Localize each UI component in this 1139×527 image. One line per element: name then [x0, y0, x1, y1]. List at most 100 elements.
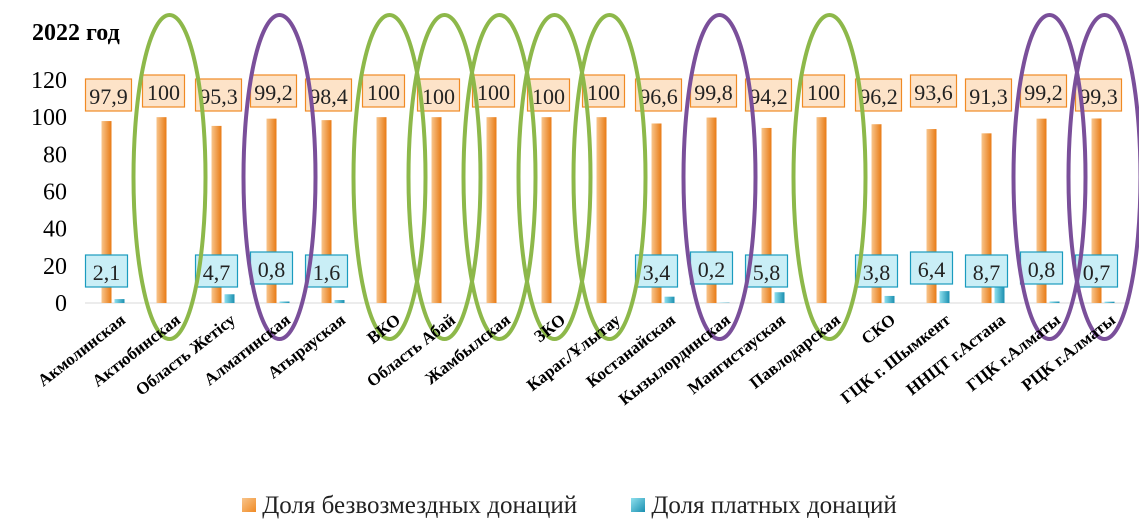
data-label-free: 99,8 [689, 74, 738, 108]
data-label-free-text: 100 [367, 80, 400, 105]
data-label-paid-box [689, 251, 734, 285]
data-label-free-text: 100 [422, 84, 455, 109]
annotation-ellipse-green [516, 13, 593, 341]
annotation-ellipse-green [131, 13, 208, 341]
annotation-ellipse-green [406, 13, 483, 341]
chart-title: 2022 год [32, 20, 120, 46]
bar-free [871, 124, 882, 303]
bar-free [761, 127, 772, 303]
data-label-free: 100 [471, 74, 516, 108]
data-label-free-text: 91,3 [969, 84, 1008, 109]
data-label-paid-text: 2,1 [93, 260, 121, 285]
data-label-free: 99,2 [249, 74, 298, 108]
data-label-paid: 3,4 [634, 254, 679, 288]
data-label-paid-text: 6,4 [918, 257, 946, 282]
bar-free [1091, 118, 1102, 303]
legend-swatch-paid [631, 498, 646, 513]
data-label-paid: 4,7 [194, 254, 239, 288]
y-tick-label: 100 [31, 105, 67, 131]
data-label-paid-box [304, 254, 349, 288]
data-label-paid-text: 0,8 [1028, 257, 1056, 282]
data-label-paid-box [909, 251, 954, 285]
bar-free [1036, 118, 1047, 303]
legend-item-free: Доля безвозмездных донаций [242, 492, 577, 520]
data-label-paid: 0,7 [1074, 254, 1119, 288]
bar-free [981, 133, 992, 303]
data-label-free-text: 98,4 [309, 84, 348, 109]
data-label-paid: 0,8 [1019, 251, 1064, 285]
data-label-free-text: 96,2 [859, 84, 898, 109]
annotation-ellipse-green [351, 13, 428, 341]
data-label-free: 100 [361, 74, 406, 108]
data-label-paid-text: 3,8 [863, 260, 891, 285]
data-label-paid-text: 0,2 [698, 257, 726, 282]
data-label-free-text: 94,2 [749, 84, 788, 109]
data-label-free: 100 [801, 74, 846, 108]
annotation-ellipse-green [791, 13, 868, 341]
y-tick-label: 20 [43, 254, 67, 280]
bar-free [706, 117, 717, 303]
bar-paid [224, 294, 235, 303]
data-label-free-box [526, 78, 571, 112]
y-tick-label: 40 [43, 217, 67, 243]
bar-chart: 0 20 40 60 80 100 120 97,9 2,1 100 95,3 4,7 99,2 0,8 9… [31, 13, 1139, 409]
legend-swatch-free [242, 498, 257, 513]
data-label-free-text: 97,9 [89, 84, 128, 109]
bar-free [266, 118, 277, 303]
legend-label-paid: Доля платных донаций [651, 492, 897, 519]
annotation-ellipse-purple [681, 13, 758, 341]
data-label-free-box [416, 78, 461, 112]
data-label-paid: 5,8 [744, 254, 789, 288]
bar-paid [774, 292, 785, 303]
bar-paid [994, 286, 1005, 303]
data-label-free: 99,2 [1019, 74, 1068, 108]
annotation-ellipse-purple [1011, 13, 1088, 341]
data-label-free-box [964, 78, 1013, 112]
data-label-free: 97,9 [84, 78, 133, 112]
data-label-free: 91,3 [964, 78, 1013, 112]
data-label-paid-text: 5,8 [753, 260, 781, 285]
bar-free [156, 117, 167, 304]
data-label-free-text: 100 [807, 80, 840, 105]
bar-paid [334, 300, 345, 303]
data-label-paid: 8,7 [964, 254, 1009, 288]
legend-item-paid: Доля платных донаций [631, 492, 897, 520]
y-tick-label: 60 [43, 180, 67, 206]
bar-paid [664, 296, 675, 303]
data-label-free-text: 99,3 [1079, 84, 1118, 109]
data-label-free-text: 100 [477, 80, 510, 105]
bar-free [596, 117, 607, 304]
x-tick-label: ННЦТ г.Астана [903, 310, 1010, 399]
data-label-free-text: 99,2 [1024, 80, 1063, 105]
data-label-paid-text: 4,7 [203, 260, 231, 285]
bar-free [816, 117, 827, 304]
data-label-paid: 6,4 [909, 251, 954, 285]
data-label-free: 100 [416, 78, 461, 112]
bar-paid [884, 295, 895, 303]
data-label-free-text: 100 [147, 80, 180, 105]
data-label-free-text: 95,3 [199, 84, 238, 109]
data-label-free-box [84, 78, 133, 112]
data-label-paid: 1,6 [304, 254, 349, 288]
data-label-paid: 2,1 [84, 254, 129, 288]
x-tick-label: СКО [858, 310, 899, 348]
data-label-free-box [909, 74, 958, 108]
data-label-free-text: 96,6 [639, 84, 678, 109]
bar-paid [114, 299, 125, 303]
y-tick-label: 80 [43, 142, 67, 168]
data-label-paid: 3,8 [854, 254, 899, 288]
data-label-free: 93,6 [909, 74, 958, 108]
data-label-free-text: 100 [532, 84, 565, 109]
data-label-paid-box [84, 254, 129, 288]
data-label-free-box [581, 74, 626, 108]
bar-free [376, 117, 387, 304]
data-label-paid: 0,8 [249, 251, 294, 285]
annotation-ellipse-green [571, 13, 648, 341]
bar-free [321, 120, 332, 303]
data-label-paid-box [249, 251, 294, 285]
data-label-paid-box [964, 254, 1009, 288]
bar-free [211, 125, 222, 303]
data-label-paid-box [194, 254, 239, 288]
bar-free [486, 117, 497, 304]
annotation-ellipse-purple [1066, 13, 1139, 341]
